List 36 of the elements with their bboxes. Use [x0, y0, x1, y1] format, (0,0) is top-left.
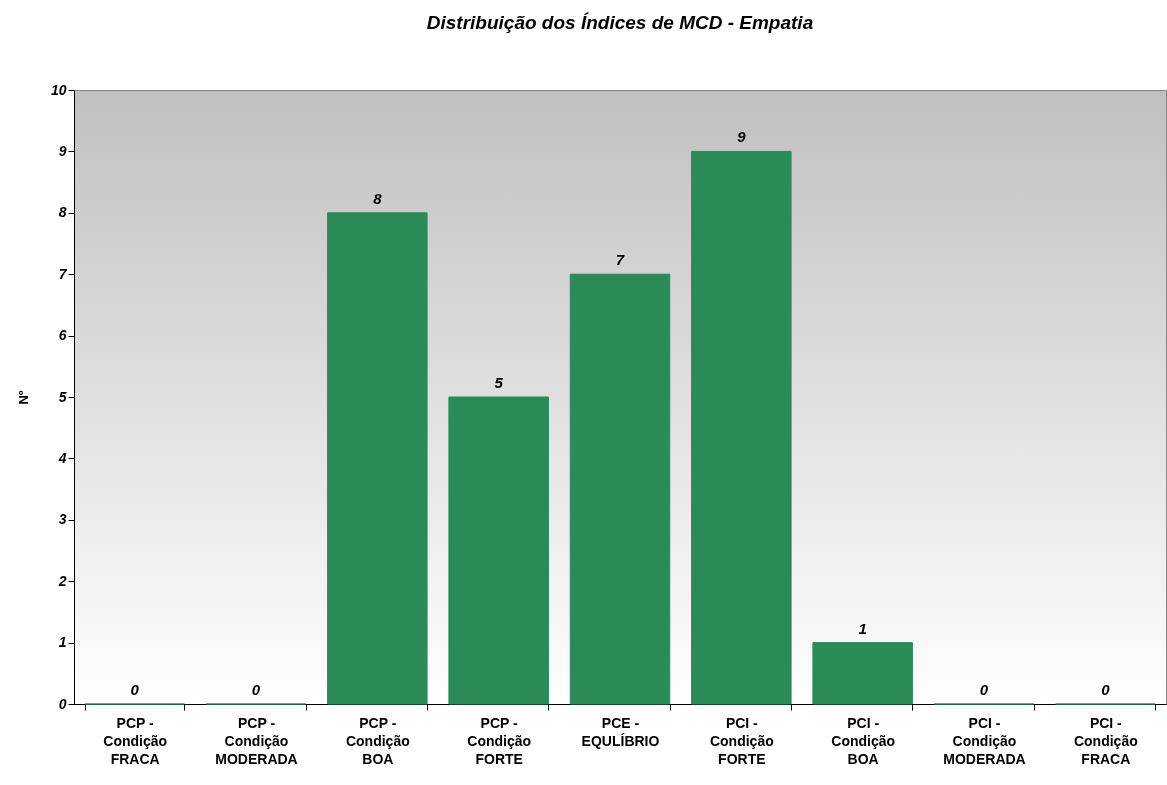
bar	[812, 642, 913, 705]
y-tick-label: 1	[58, 634, 67, 651]
y-tick-label: 7	[58, 265, 68, 282]
data-label: 0	[1101, 681, 1111, 698]
y-axis-title: Nº	[15, 390, 31, 405]
bar	[448, 396, 549, 705]
y-tick-label: 6	[58, 327, 67, 344]
x-tick-label: PCI - Condição FRACA	[1073, 714, 1138, 767]
y-tick-label: 4	[57, 449, 67, 466]
data-label: 0	[979, 681, 989, 698]
x-tick-label: PCI - Condição FORTE	[709, 714, 774, 767]
x-tick-label: PCE - EQULÍBRIO	[581, 714, 660, 749]
x-tick-label: PCP - Condição MODERADA	[215, 714, 298, 767]
chart-title: Distribuição dos Índices de MCD - Empatia	[426, 12, 814, 33]
x-tick-label: PCP - Condição FRACA	[103, 714, 168, 767]
bar	[569, 273, 671, 705]
y-tick-label: 5	[58, 388, 67, 405]
bar	[327, 212, 428, 705]
data-label: 1	[858, 619, 867, 637]
data-label: 0	[251, 681, 261, 698]
bar	[691, 150, 792, 705]
x-tick-label: PCI - Condição MODERADA	[943, 714, 1026, 767]
data-label: 5	[494, 374, 504, 391]
y-tick-label: 9	[58, 142, 67, 159]
data-label: 7	[615, 251, 625, 269]
y-tick-label: 3	[58, 511, 67, 528]
y-tick-label: 2	[57, 572, 67, 589]
x-tick-label: PCP - Condição FORTE	[467, 714, 532, 767]
x-tick-label: PCI - Condição BOA	[831, 714, 896, 767]
y-tick-label: 0	[58, 695, 67, 712]
data-label: 9	[737, 128, 747, 146]
data-label: 0	[130, 681, 140, 698]
y-tick-label: 8	[58, 204, 67, 221]
data-label: 8	[373, 189, 383, 207]
x-tick-label: PCP - Condição BOA	[345, 714, 410, 767]
y-tick-label: 10	[50, 81, 67, 98]
